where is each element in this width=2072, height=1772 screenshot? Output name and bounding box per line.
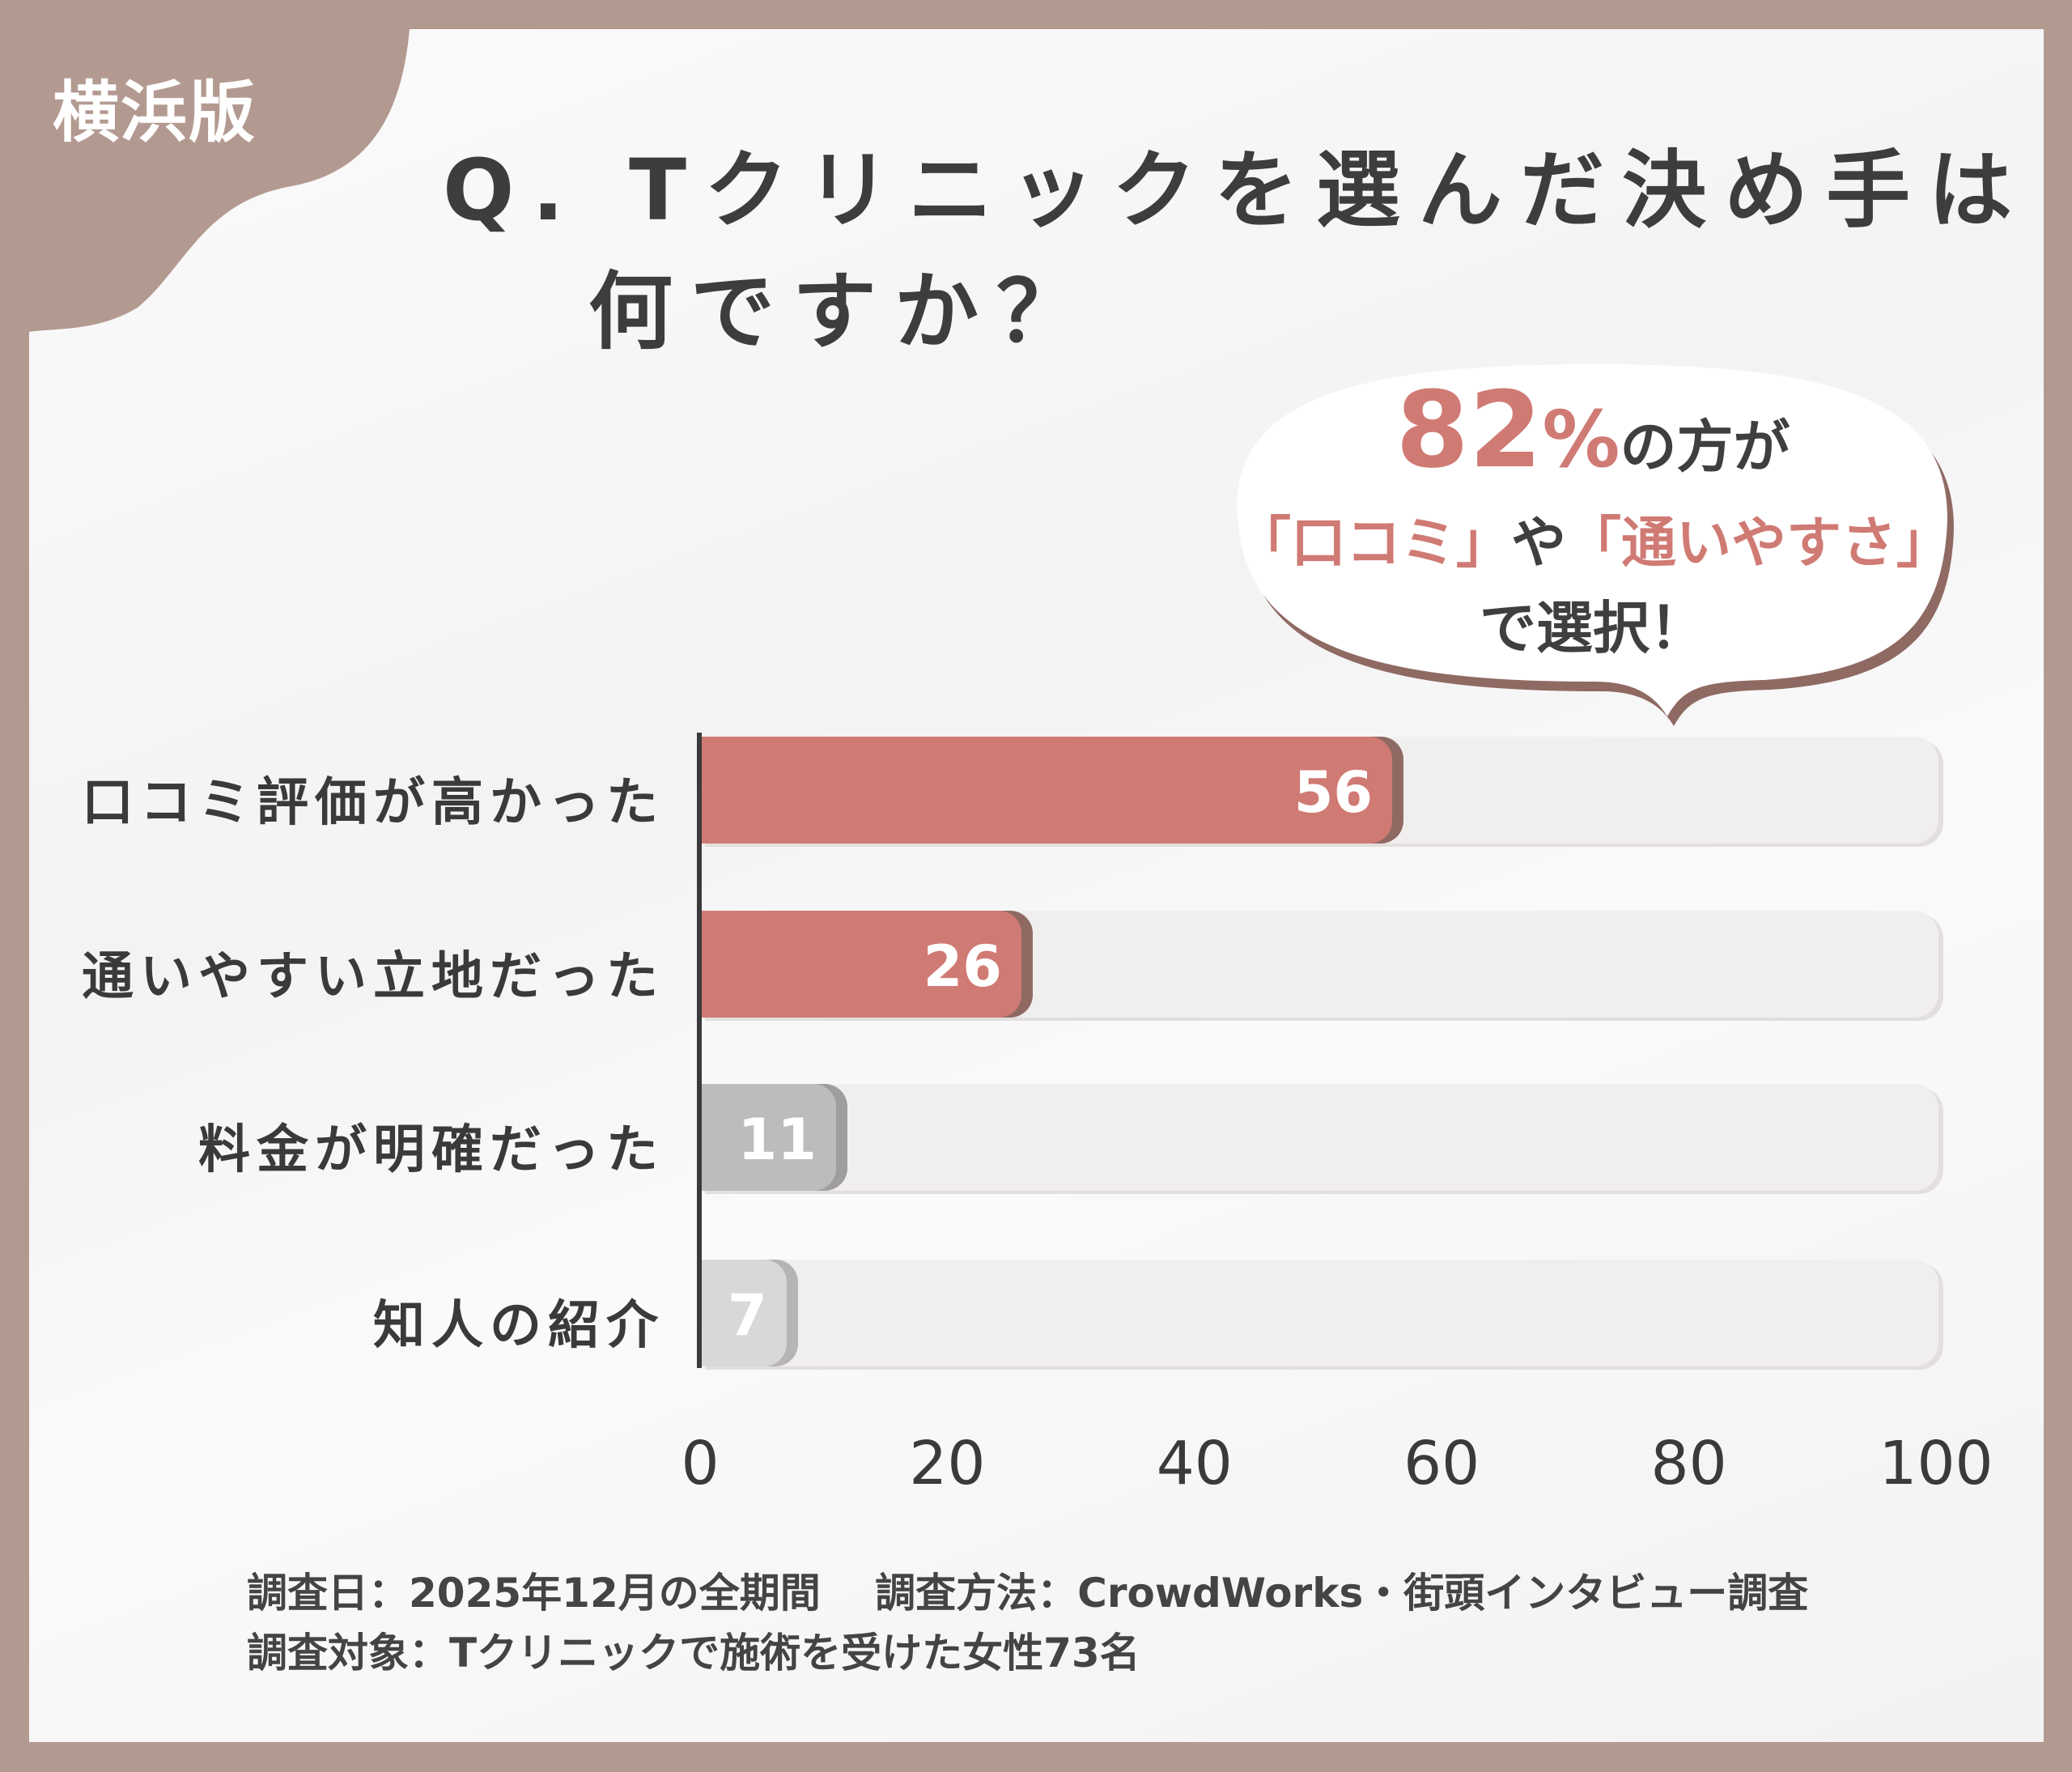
footer-survey-target: 調査対象：Tクリニックで施術を受けた女性73名 — [247, 1630, 1140, 1676]
callout-quote-1: 「口コミ」 — [1236, 512, 1512, 576]
bar-value-label: 56 — [1293, 759, 1374, 826]
x-tick-label: 40 — [1156, 1429, 1233, 1498]
corner-decoration — [0, 0, 411, 332]
x-tick-label: 0 — [681, 1429, 720, 1498]
speech-bubble — [1237, 364, 1954, 726]
x-tick-label: 80 — [1650, 1429, 1727, 1498]
callout-percent-sign: % — [1542, 394, 1620, 485]
y-axis-line — [697, 733, 702, 1368]
category-label: 料金が明確だった — [198, 1120, 664, 1180]
bar-1 — [700, 911, 1022, 1018]
footer-survey-info: 調査日：2025年12月の全期間 調査方法：CrowdWorks・街頭インタビュ… — [247, 1570, 1809, 1617]
bar-value-label: 11 — [737, 1107, 817, 1173]
panel — [29, 29, 2044, 1742]
bar-track — [700, 1260, 1938, 1366]
bar-2 — [700, 1084, 836, 1191]
callout-line-2: 「口コミ」や「通いやすさ」 — [1236, 498, 1952, 578]
callout-suffix: の方が — [1620, 414, 1790, 480]
callout-mid: や — [1511, 512, 1567, 576]
callout-quote-2: 「通いやすさ」 — [1566, 512, 1952, 576]
bar-0 — [700, 737, 1393, 844]
bar-3 — [700, 1260, 787, 1366]
x-tick-label: 20 — [909, 1429, 986, 1498]
category-label: 通いやすい立地だった — [82, 947, 664, 1007]
region-badge: 横浜版 — [53, 74, 257, 151]
x-tick-label: 100 — [1879, 1429, 1993, 1498]
callout-line-3: で選択！ — [1480, 595, 1706, 661]
bar-value-label: 7 — [728, 1282, 767, 1349]
category-label: 知人の紹介 — [373, 1296, 664, 1356]
category-label: 口コミ評価が高かった — [82, 773, 664, 833]
callout-line-1: 82%の方が — [1236, 368, 1950, 491]
title-line-2: 何ですか？ — [588, 262, 1099, 361]
title-line-1: Q. Tクリニックを選んだ決め手は — [443, 141, 2031, 240]
bar-value-label: 26 — [923, 933, 1003, 1000]
x-tick-label: 60 — [1403, 1429, 1480, 1498]
bar-track — [700, 1084, 1938, 1191]
callout-percent: 82 — [1395, 368, 1543, 491]
